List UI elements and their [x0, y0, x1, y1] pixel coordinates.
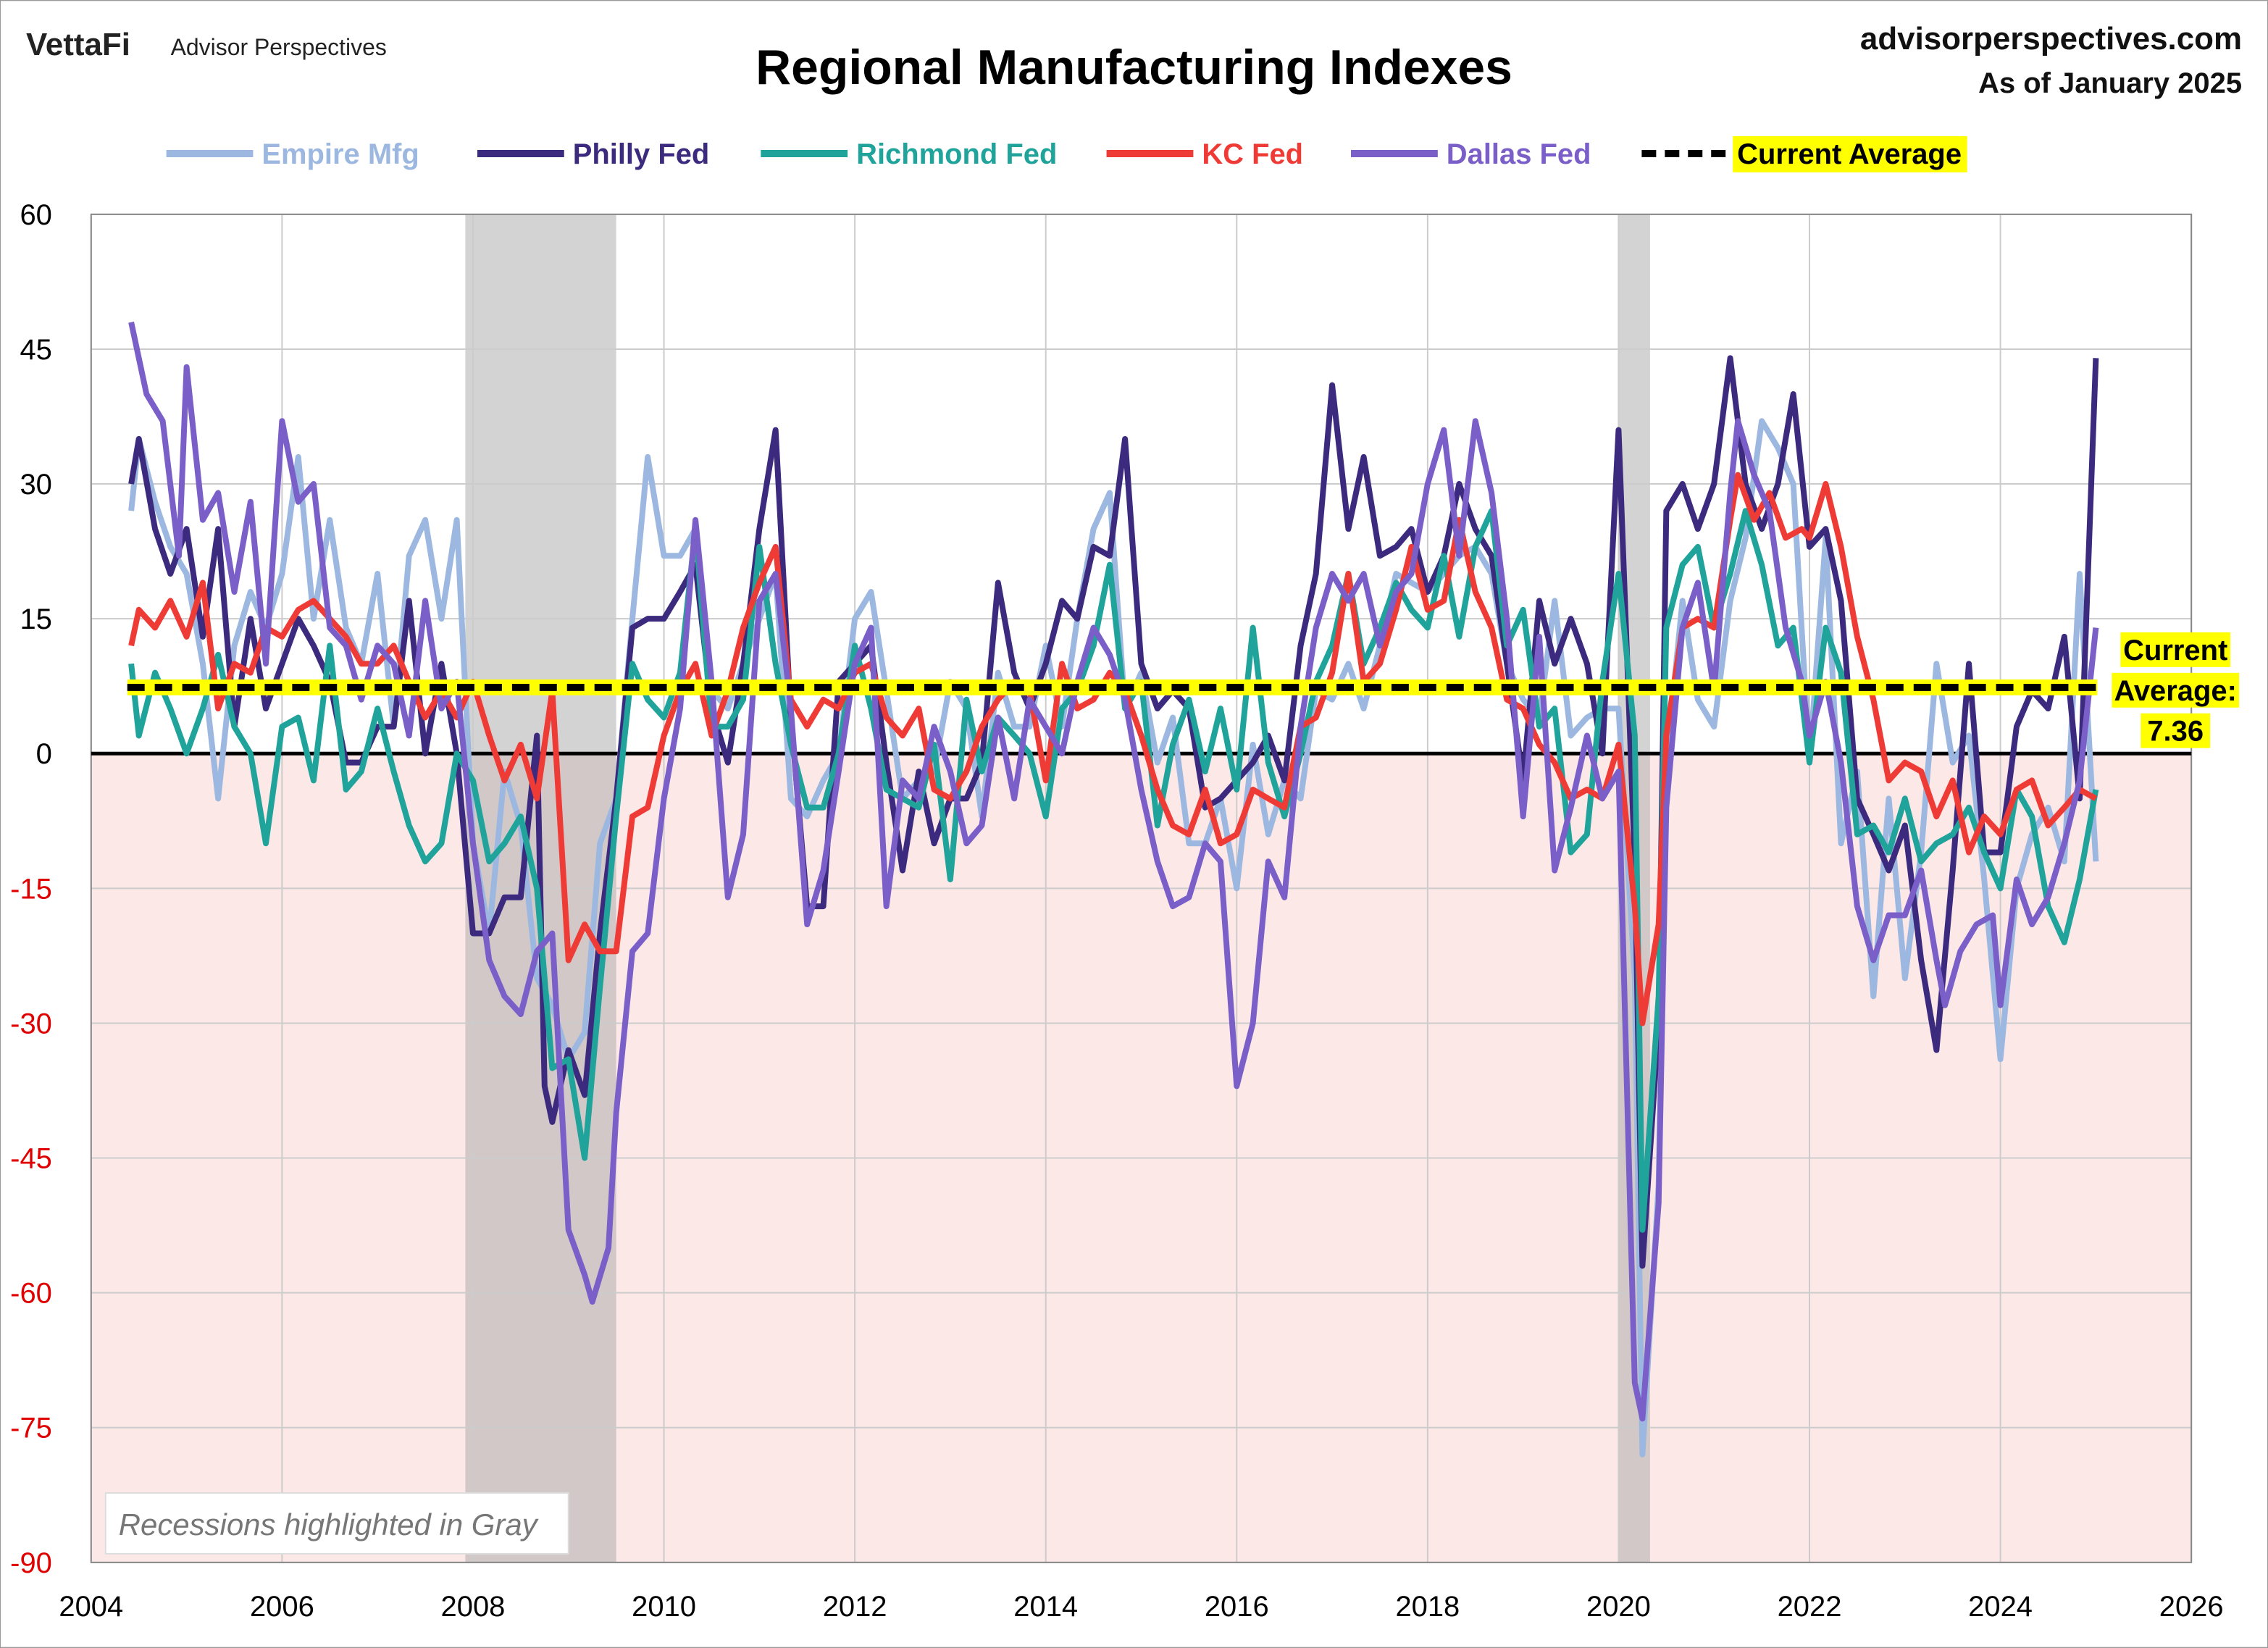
x-tick-label: 2024	[1968, 1591, 2033, 1623]
legend-label-average: Current Average	[1737, 138, 1962, 170]
x-tick-label: 2014	[1013, 1591, 1078, 1623]
legend-average-highlight	[1733, 136, 1967, 172]
legend-label: Empire Mfg	[261, 138, 419, 170]
x-tick-label: 2016	[1205, 1591, 1269, 1623]
y-tick-label: -90	[10, 1547, 52, 1579]
chart-title: Regional Manufacturing Indexes	[756, 41, 1512, 95]
y-tick-label: 30	[20, 469, 51, 501]
legend-label: Dallas Fed	[1447, 138, 1591, 170]
site-name: advisorperspectives.com	[1860, 21, 2242, 57]
plot-area: 2004 2006 2008 2010 2012 2014 2016 2018 2020 2022…	[10, 199, 2240, 1623]
plot-border	[90, 213, 2193, 1563]
x-tick-label: 2026	[2159, 1591, 2224, 1623]
y-tick-label: -15	[10, 873, 52, 905]
y-tick-label: -45	[10, 1143, 52, 1175]
x-tick-label: 2020	[1586, 1591, 1651, 1623]
y-tick-label: 45	[20, 334, 51, 366]
logo-text: VettaFi	[26, 27, 130, 62]
series-line-empire-mfg	[128, 418, 2099, 1457]
x-tick-label: 2008	[441, 1591, 506, 1623]
series-line-richmond-fed	[128, 508, 2099, 1233]
y-tick-label: -30	[10, 1008, 52, 1040]
y-tick-label: 0	[36, 738, 52, 770]
series-line-dallas-fed	[128, 321, 2099, 1422]
legend-label: Philly Fed	[573, 138, 710, 170]
x-tick-label: 2004	[59, 1591, 123, 1623]
logo-subtitle: Advisor Perspectives	[171, 34, 387, 60]
y-tick-label: -75	[10, 1413, 52, 1444]
x-tick-label: 2006	[250, 1591, 314, 1623]
y-tick-label: -60	[10, 1278, 52, 1310]
avg-label-line2: Average:	[2114, 675, 2237, 707]
y-tick-label: 60	[20, 199, 51, 231]
x-tick-label: 2010	[632, 1591, 696, 1623]
avg-label-value: 7.36	[2147, 716, 2204, 748]
avg-label-bg	[2112, 672, 2240, 708]
recession-note: Recessions highlighted in Gray	[119, 1507, 540, 1542]
x-tick-label: 2012	[823, 1591, 887, 1623]
x-tick-label: 2022	[1778, 1591, 1842, 1623]
recession-note-box	[104, 1492, 569, 1555]
legend: Empire Mfg Philly Fed Richmond Fed KC Fed Da…	[166, 136, 1967, 172]
logo: VettaFi Advisor Perspectives	[26, 27, 387, 62]
avg-label-bg	[2141, 713, 2211, 748]
avg-label-line1: Current	[2123, 635, 2227, 666]
legend-label: KC Fed	[1202, 138, 1303, 170]
as-of-date: As of January 2025	[1978, 67, 2242, 99]
avg-label-bg	[2120, 632, 2231, 667]
y-tick-label: 15	[20, 603, 51, 635]
x-tick-label: 2018	[1395, 1591, 1460, 1623]
legend-label: Richmond Fed	[856, 138, 1057, 170]
